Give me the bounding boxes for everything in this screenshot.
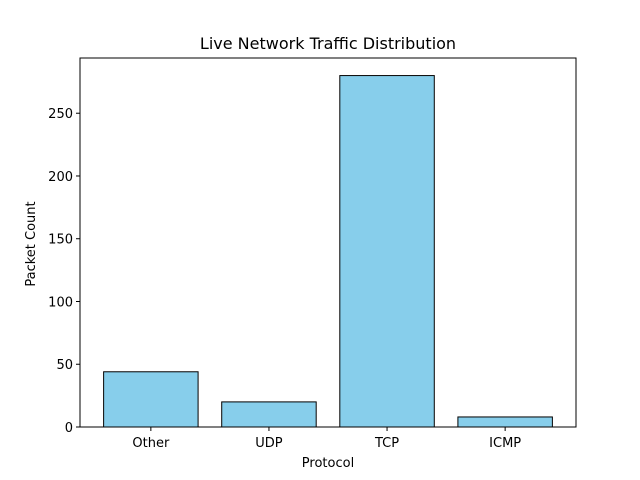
plot-frame bbox=[79, 57, 577, 428]
bar-other bbox=[103, 371, 199, 428]
y-tick-label: 0 bbox=[65, 421, 73, 436]
x-axis-label: Protocol bbox=[302, 456, 354, 471]
y-tick-label: 250 bbox=[48, 107, 73, 122]
y-tick-label: 100 bbox=[48, 295, 73, 310]
x-tick-label: Other bbox=[132, 436, 170, 451]
y-tick-label: 50 bbox=[56, 358, 73, 373]
y-axis-label: Packet Count bbox=[24, 201, 39, 286]
y-tick-label: 200 bbox=[48, 170, 73, 185]
x-tick-label: ICMP bbox=[489, 436, 521, 451]
x-tick-label: UDP bbox=[255, 436, 283, 451]
bar-tcp bbox=[339, 75, 435, 428]
y-axis-ticks: 0 50 100 150 200 250 bbox=[48, 107, 80, 436]
y-tick-label: 150 bbox=[48, 233, 73, 248]
bar-udp bbox=[221, 401, 317, 428]
chart-title: Live Network Traffic Distribution bbox=[200, 34, 456, 53]
x-axis-ticks: Other UDP TCP ICMP bbox=[132, 427, 521, 451]
x-tick-label: TCP bbox=[374, 436, 399, 451]
bars-group bbox=[103, 75, 553, 428]
bar-icmp bbox=[457, 416, 553, 428]
